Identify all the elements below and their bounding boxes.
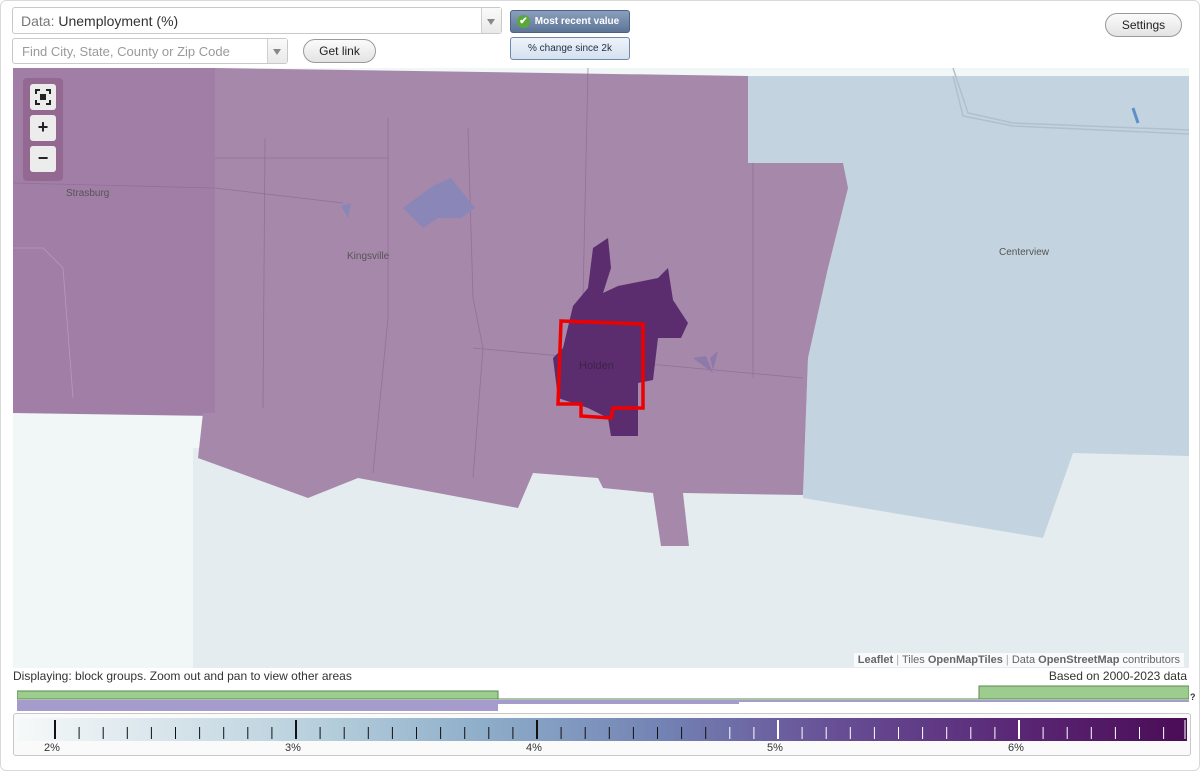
lake xyxy=(341,203,351,218)
zoom-in-button[interactable]: + xyxy=(30,115,56,141)
histogram-bar-green xyxy=(17,685,1189,700)
chevron-down-icon[interactable] xyxy=(481,8,501,33)
openstreetmap-link[interactable]: OpenStreetMap xyxy=(1038,654,1120,666)
settings-button[interactable]: Settings xyxy=(1105,13,1182,37)
region-central xyxy=(198,68,848,546)
tick-label: 6% xyxy=(1008,742,1024,754)
place-label-strasburg: Strasburg xyxy=(66,188,110,199)
choropleth-layer xyxy=(13,68,1189,668)
contributors-text: contributors xyxy=(1122,654,1180,666)
zoom-control: + − xyxy=(23,78,63,181)
region-east xyxy=(748,76,1189,538)
data-prefix: Data xyxy=(1011,654,1036,666)
chevron-down-icon[interactable] xyxy=(267,39,287,63)
percent-change-button[interactable]: % change since 2k xyxy=(510,37,630,60)
data-select-prefix: Data: xyxy=(21,13,55,29)
selected-block-outline xyxy=(556,319,645,420)
based-on-text: Based on 2000-2023 data xyxy=(1048,669,1187,683)
distribution-histogram xyxy=(17,685,1189,711)
tick-label: 4% xyxy=(526,742,542,754)
tick-label: 5% xyxy=(767,742,783,754)
holden-region xyxy=(553,238,688,436)
place-label-holden: Holden xyxy=(579,360,614,372)
histogram-bar-purple xyxy=(17,700,498,711)
zoom-out-button[interactable]: − xyxy=(30,146,56,172)
data-select-label: Data: Unemployment (%) xyxy=(21,13,178,29)
location-search[interactable] xyxy=(12,38,288,64)
map-canvas[interactable]: Strasburg Kingsville Holden Centerview +… xyxy=(13,68,1189,668)
fullscreen-icon[interactable] xyxy=(30,84,56,110)
map-attribution: Leaflet | Tiles OpenMapTiles | Data Open… xyxy=(853,653,1184,667)
color-gradient xyxy=(17,718,1187,741)
lake xyxy=(403,178,475,228)
displaying-text: Displaying: block groups. Zoom out and p… xyxy=(13,669,352,683)
place-label-kingsville: Kingsville xyxy=(347,251,390,262)
tiles-prefix: Tiles xyxy=(901,654,925,666)
place-label-centerview: Centerview xyxy=(999,247,1050,258)
openmaptiles-link[interactable]: OpenMapTiles xyxy=(927,654,1003,666)
search-input[interactable] xyxy=(13,39,267,63)
get-link-button[interactable]: Get link xyxy=(303,39,376,63)
color-scale: 2% 3% 4% 5% 6% xyxy=(13,713,1191,756)
most-recent-value-label: Most recent value xyxy=(534,16,620,27)
data-select-value: Unemployment (%) xyxy=(58,13,179,29)
data-select[interactable]: Data: Unemployment (%) xyxy=(12,7,502,34)
tick-label: 2% xyxy=(44,742,60,754)
help-icon[interactable]: ? xyxy=(1190,692,1196,702)
tick-label: 3% xyxy=(285,742,301,754)
check-icon: ✔ xyxy=(517,15,530,28)
leaflet-link[interactable]: Leaflet xyxy=(857,654,894,666)
scale-ticks xyxy=(54,720,1186,739)
region-west xyxy=(13,68,215,416)
most-recent-value-button[interactable]: ✔ Most recent value xyxy=(510,10,630,33)
